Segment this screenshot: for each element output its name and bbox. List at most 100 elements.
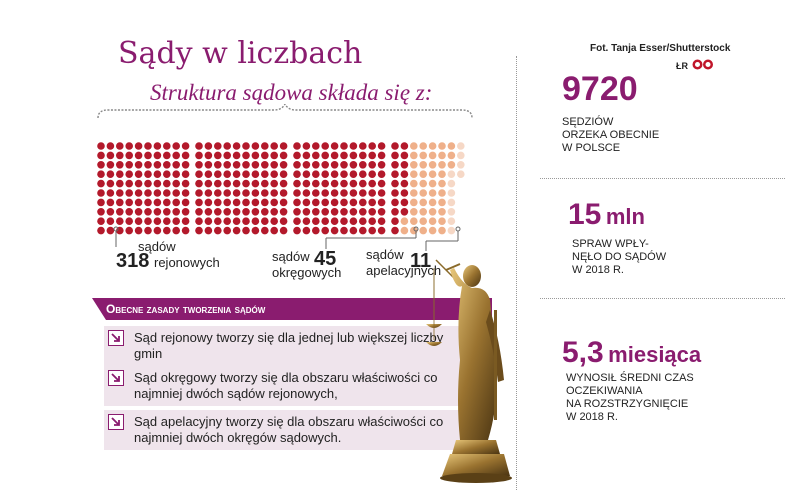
court-dot: [261, 208, 269, 216]
court-dot: [261, 142, 269, 150]
court-dot: [181, 198, 190, 207]
court-dot: [330, 179, 339, 188]
court-dot: [400, 198, 409, 207]
court-dot: [125, 208, 133, 216]
court-dot: [340, 189, 348, 197]
court-dot: [321, 151, 329, 160]
court-dot: [293, 189, 301, 197]
court-dot: [204, 208, 213, 216]
court-dot: [97, 198, 105, 207]
court-dot: [279, 217, 288, 225]
court-dot: [134, 151, 143, 160]
court-dot: [144, 179, 152, 188]
court-dot: [359, 226, 367, 235]
court-dot: [214, 217, 222, 225]
court-dot: [279, 142, 288, 150]
court-dot: [97, 142, 105, 150]
court-dot: [134, 198, 143, 207]
court-dot: [428, 198, 437, 207]
court-dot: [340, 142, 348, 150]
stat-cases: 15 mln: [568, 198, 645, 232]
stat-unit: miesiąca: [608, 342, 702, 367]
court-dot: [330, 161, 339, 169]
court-dot: [400, 161, 409, 169]
court-dot: [125, 179, 133, 188]
court-dot: [447, 217, 456, 225]
court-dot: [172, 217, 180, 225]
court-dot: [359, 170, 367, 178]
court-dot: [214, 170, 222, 178]
court-dot: [400, 179, 409, 188]
court-dot: [195, 198, 203, 207]
court-dot: [153, 151, 162, 160]
court-dot: [242, 217, 250, 225]
court-dot: [419, 179, 428, 188]
court-dot: [293, 179, 301, 188]
court-dot: [214, 179, 222, 188]
court-dot: [410, 208, 418, 216]
court-dot: [261, 198, 269, 207]
court-dot: [279, 179, 288, 188]
court-dot: [457, 161, 465, 169]
court-dot: [349, 226, 358, 235]
court-dot: [144, 151, 152, 160]
stat-unit: mln: [605, 204, 645, 229]
court-dot: [391, 151, 399, 160]
court-dot: [340, 226, 348, 235]
court-dot: [134, 179, 143, 188]
court-dot: [214, 198, 222, 207]
court-dot: [144, 142, 152, 150]
court-dot: [377, 170, 386, 178]
court-dot: [312, 226, 320, 235]
court-dot: [302, 226, 311, 235]
stat-value: 5,3: [562, 336, 604, 369]
court-dot: [242, 151, 250, 160]
court-count: 318: [116, 250, 150, 272]
court-dot: [116, 217, 124, 225]
court-dot: [195, 151, 203, 160]
court-dot: [163, 198, 171, 207]
court-dot: [447, 161, 456, 169]
court-dot: [391, 217, 399, 225]
court-dot: [214, 208, 222, 216]
court-dot: [302, 170, 311, 178]
court-dot: [242, 226, 250, 235]
court-dot: [377, 226, 386, 235]
court-dot: [242, 179, 250, 188]
court-dot: [163, 179, 171, 188]
court-dot: [312, 189, 320, 197]
court-dot: [279, 208, 288, 216]
stat-value: 9720: [562, 70, 638, 108]
court-dot: [134, 161, 143, 169]
stat-judges: 9720: [562, 70, 638, 109]
court-dot: [116, 151, 124, 160]
arrow-down-right-icon: [108, 370, 124, 386]
court-dot: [116, 170, 124, 178]
court-dot: [438, 179, 446, 188]
court-dot: [400, 226, 409, 235]
court-dot: [251, 226, 260, 235]
court-dot: [261, 151, 269, 160]
court-dot: [270, 198, 278, 207]
court-dot: [144, 189, 152, 197]
court-dot: [125, 198, 133, 207]
stat-caption: sędziów orzeka obecnie w Polsce: [562, 116, 660, 154]
court-dot: [428, 170, 437, 178]
court-dot: [400, 170, 409, 178]
court-dot: [163, 226, 171, 235]
court-dot: [116, 142, 124, 150]
court-dot: [377, 142, 386, 150]
court-dot: [261, 217, 269, 225]
court-dot: [438, 208, 446, 216]
court-dot: [195, 226, 203, 235]
court-dot: [349, 142, 358, 150]
court-dot: [302, 151, 311, 160]
court-dot: [204, 189, 213, 197]
court-dot: [153, 217, 162, 225]
court-dot: [125, 151, 133, 160]
court-dot: [438, 161, 446, 169]
court-dot: [242, 170, 250, 178]
court-dot: [261, 189, 269, 197]
court-dot: [106, 142, 115, 150]
court-dot: [116, 189, 124, 197]
